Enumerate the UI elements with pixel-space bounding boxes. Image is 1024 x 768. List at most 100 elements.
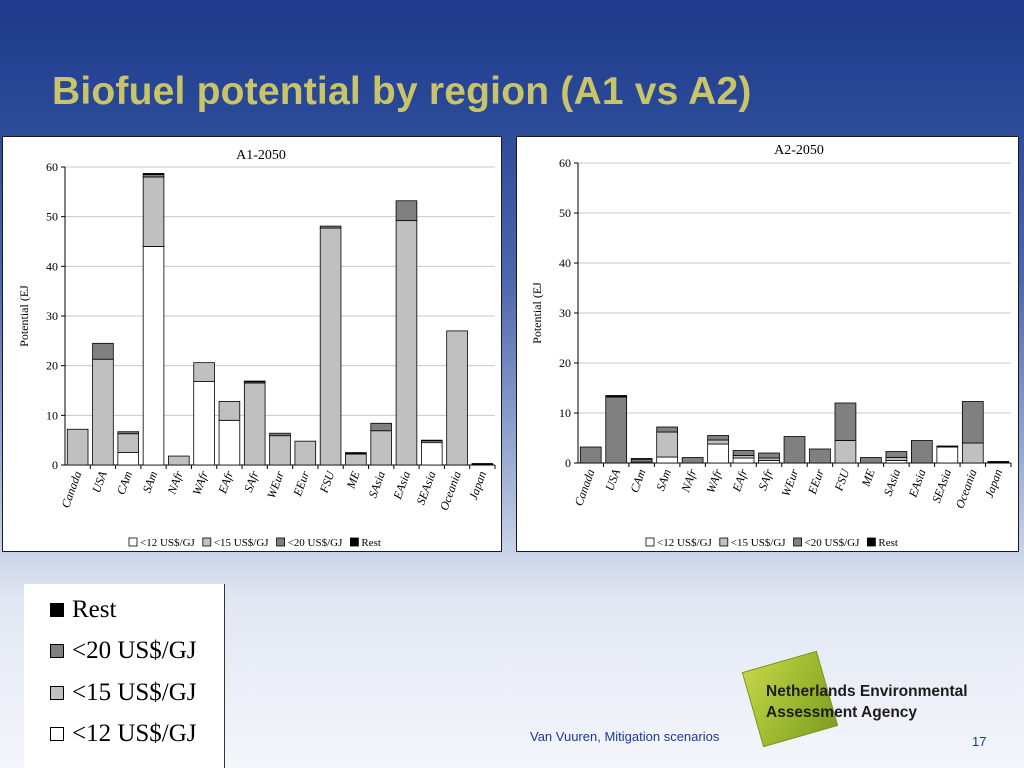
a2-bar-weur-s2 <box>783 436 806 464</box>
a2-legend-swatch <box>719 537 729 547</box>
a1-y-tick-label: 50 <box>46 210 58 224</box>
a1-x-tick-label: CAm <box>114 469 135 497</box>
a2-bar-wafr-s1 <box>707 439 729 445</box>
a2-x-tick-label: SEAsia <box>929 467 954 504</box>
a1-bar-cam-s1 <box>117 433 140 453</box>
a1-x-tick-label: FSU <box>316 468 337 496</box>
legend-item-rest: Rest <box>50 595 116 625</box>
a1-bar-me-s3 <box>345 452 367 455</box>
legend-item-12: <12 US$/GJ <box>50 719 197 749</box>
a2-bar-usa-s3 <box>605 395 628 398</box>
legend-swatch-12 <box>50 727 64 741</box>
a2-bar-usa-s2 <box>605 396 628 464</box>
agency-logo-text: Netherlands Environmental Assessment Age… <box>766 681 968 723</box>
legend-item-15: <15 US$/GJ <box>50 678 197 708</box>
a1-x-tick-label: EAfr <box>215 469 236 496</box>
a1-bar-sam-s0 <box>142 246 165 466</box>
a2-bar-canada-s2 <box>579 446 602 464</box>
a2-bar-safr-s2 <box>758 452 780 459</box>
a1-y-tick-label: 20 <box>46 359 58 373</box>
a2-y-tick-label: 60 <box>559 156 571 170</box>
a1-y-tick-label: 0 <box>52 458 58 472</box>
a2-legend-label: Rest <box>878 537 898 549</box>
a2-x-tick-label: EAfr <box>729 467 750 494</box>
a2-y-tick-label: 30 <box>559 306 571 320</box>
a2-y-tick-label: 20 <box>559 356 571 370</box>
a2-x-tick-label: CAm <box>627 467 648 495</box>
a1-bar-japan-s3 <box>471 463 494 466</box>
a1-x-tick-label: Japan <box>466 469 489 501</box>
a2-bar-wafr-s0 <box>707 443 729 464</box>
a1-chart-legend: <12 US$/GJ <15 US$/GJ <20 US$/GJ Rest <box>128 537 381 549</box>
a2-bar-sam-s1 <box>656 431 678 458</box>
chart-a1-2050: A1-2050 0 10 20 30 40 50 60 Potential (EJ Canada U… <box>17 148 496 549</box>
a1-legend-label: <15 US$/GJ <box>214 537 270 549</box>
a2-bar-fsu-s2 <box>834 402 857 441</box>
a2-x-tick-label: EEur <box>805 467 827 497</box>
chart-a2-2050: A2-2050 0 10 20 30 40 50 60 Potential (EJ Canada U… <box>530 143 1012 549</box>
legend-label-20: <20 US$/GJ <box>72 637 197 664</box>
legend-item-20: <20 US$/GJ <box>50 636 197 666</box>
a2-x-tick-label: Oceania <box>953 467 980 510</box>
a1-y-tick-label: 60 <box>46 160 58 174</box>
a2-x-tick-label: WEur <box>779 467 802 498</box>
a1-x-tick-label: NAfr <box>164 469 186 497</box>
a1-legend-swatch <box>276 537 285 547</box>
a1-bar-seasia-s0 <box>420 442 443 466</box>
a2-bar-sasia-s1 <box>885 457 908 461</box>
a1-bar-fsu-s1 <box>319 227 342 466</box>
a2-bar-seasia-s0 <box>936 446 959 464</box>
a1-bar-me-s1 <box>345 453 367 466</box>
a1-bar-fsu-s2 <box>319 225 342 229</box>
a1-bar-cam-s2 <box>117 431 140 435</box>
legend-swatch-20 <box>50 644 64 658</box>
a1-chart-title: A1-2050 <box>236 148 286 163</box>
a1-bar-eafr-s1 <box>218 401 241 421</box>
a1-y-tick-label: 10 <box>46 408 58 422</box>
a2-legend-swatch <box>793 537 802 547</box>
a2-x-tick-label: ME <box>858 467 878 490</box>
a2-y-tick-label: 40 <box>559 256 571 270</box>
a2-bar-sam-s0 <box>656 456 678 464</box>
agency-logo-line1: Netherlands Environmental <box>766 683 968 700</box>
a1-x-tick-label: WAfr <box>189 469 211 497</box>
a2-bar-seasia-s3 <box>936 445 959 448</box>
a1-bar-canada-s1 <box>66 428 89 466</box>
a1-bar-eafr-s0 <box>218 419 241 466</box>
legend-label-15: <15 US$/GJ <box>72 679 197 706</box>
a2-x-tick-label: WAfr <box>703 467 725 495</box>
a1-y-tick-label: 40 <box>46 259 58 273</box>
a1-bar-sasia-s1 <box>370 430 392 466</box>
a1-x-tick-label: SAfr <box>241 469 262 494</box>
legend-label-rest: Rest <box>72 596 117 623</box>
legend-swatch-rest <box>50 603 64 617</box>
chart-panel-a1: A1-2050 0 10 20 30 40 50 60 Potential (EJ Canada U… <box>2 136 502 552</box>
a2-y-tick-label: 50 <box>559 206 571 220</box>
a1-legend-swatch <box>128 537 138 547</box>
a1-legend-label: Rest <box>361 537 381 549</box>
legend-box: Rest <20 US$/GJ <15 US$/GJ <12 US$/GJ <box>24 584 225 768</box>
a1-x-tick-label: Canada <box>58 469 84 510</box>
footer-credit: Van Vuuren, Mitigation scenarios <box>530 729 720 744</box>
a2-y-tick-label: 0 <box>565 456 571 470</box>
a1-x-tick-label: EAsia <box>390 469 413 502</box>
a2-bar-cam-s3 <box>630 458 653 460</box>
legend-label-12: <12 US$/GJ <box>72 720 197 747</box>
a1-y-axis-label: Potential (EJ <box>17 285 31 347</box>
a1-x-tick-label: SAsia <box>365 469 388 499</box>
a2-chart-legend: <12 US$/GJ <15 US$/GJ <20 US$/GJ Rest <box>645 537 898 549</box>
a2-bar-wafr-s2 <box>707 435 729 441</box>
a2-x-tick-label: Canada <box>571 467 597 508</box>
a2-x-tick-label: SAsia <box>881 467 904 497</box>
a2-bar-sam-s2 <box>656 426 678 433</box>
a2-x-tick-label: Japan <box>982 467 1005 499</box>
a2-x-tick-label: FSU <box>831 466 852 494</box>
a2-legend-label: <20 US$/GJ <box>805 537 861 549</box>
a2-bar-japan-s3 <box>987 461 1010 464</box>
a1-bar-weur-s2 <box>269 432 291 437</box>
a1-y-tick-label: 30 <box>46 309 58 323</box>
a2-bar-me-s2 <box>860 457 882 464</box>
a1-bar-sam-s3 <box>142 173 165 175</box>
a2-legend-swatch <box>645 537 655 547</box>
a2-legend-label: <12 US$/GJ <box>657 537 713 549</box>
